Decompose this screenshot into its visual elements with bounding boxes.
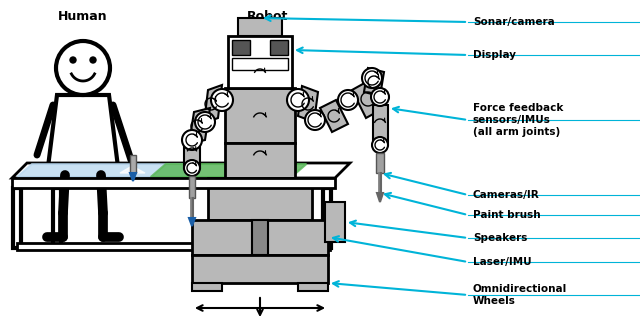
Text: Robot: Robot: [247, 10, 289, 23]
Text: Paint brush: Paint brush: [473, 210, 541, 220]
Bar: [192, 220, 328, 255]
Bar: [296, 188, 304, 248]
Circle shape: [338, 90, 358, 110]
Bar: [225, 143, 295, 178]
Bar: [298, 283, 328, 291]
Bar: [192, 283, 222, 291]
Polygon shape: [364, 68, 384, 96]
Circle shape: [56, 41, 110, 95]
Polygon shape: [120, 166, 145, 173]
Polygon shape: [189, 218, 195, 226]
Bar: [189, 176, 195, 198]
Text: Sonar/camera: Sonar/camera: [473, 17, 555, 27]
Text: Omnidirectional
Wheels: Omnidirectional Wheels: [473, 284, 567, 306]
Polygon shape: [12, 163, 350, 178]
Polygon shape: [47, 95, 119, 175]
Bar: [13, 188, 21, 248]
Circle shape: [371, 88, 389, 106]
Circle shape: [305, 110, 325, 130]
Bar: [376, 153, 384, 173]
Text: Force feedback
sensors/IMUs
(all arm joints): Force feedback sensors/IMUs (all arm joi…: [473, 103, 563, 137]
Bar: [130, 155, 136, 173]
Text: Cameras/IR: Cameras/IR: [473, 190, 540, 200]
Polygon shape: [320, 100, 348, 132]
Polygon shape: [298, 86, 318, 122]
Polygon shape: [204, 85, 222, 123]
Circle shape: [211, 89, 233, 111]
Polygon shape: [373, 105, 388, 145]
Polygon shape: [17, 164, 199, 177]
Bar: [53, 188, 61, 248]
Bar: [208, 178, 312, 220]
Bar: [270, 40, 288, 55]
Bar: [323, 188, 331, 248]
Bar: [232, 40, 250, 55]
Bar: [17, 243, 330, 250]
Bar: [325, 202, 345, 242]
Text: Speakers: Speakers: [473, 233, 527, 243]
Circle shape: [372, 137, 388, 153]
Bar: [238, 18, 282, 36]
Polygon shape: [377, 193, 383, 202]
Polygon shape: [184, 138, 200, 168]
Circle shape: [184, 160, 200, 176]
Bar: [232, 58, 288, 70]
Text: Display: Display: [473, 50, 516, 60]
Polygon shape: [130, 173, 136, 181]
Circle shape: [90, 57, 96, 63]
Bar: [12, 178, 335, 188]
Bar: [228, 36, 292, 88]
Circle shape: [362, 68, 382, 88]
Bar: [225, 88, 295, 143]
Circle shape: [70, 57, 76, 63]
Bar: [252, 220, 268, 255]
Polygon shape: [189, 108, 210, 144]
Bar: [192, 255, 328, 283]
Text: Human: Human: [58, 10, 108, 23]
Polygon shape: [151, 164, 307, 177]
Text: Laser/IMU: Laser/IMU: [473, 257, 532, 267]
Polygon shape: [352, 80, 384, 118]
Circle shape: [195, 112, 215, 132]
Circle shape: [182, 130, 202, 150]
Circle shape: [287, 89, 309, 111]
